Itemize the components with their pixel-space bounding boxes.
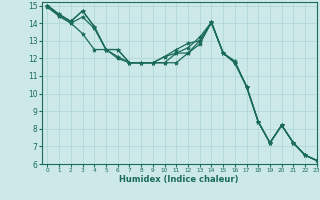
X-axis label: Humidex (Indice chaleur): Humidex (Indice chaleur) [119, 175, 239, 184]
